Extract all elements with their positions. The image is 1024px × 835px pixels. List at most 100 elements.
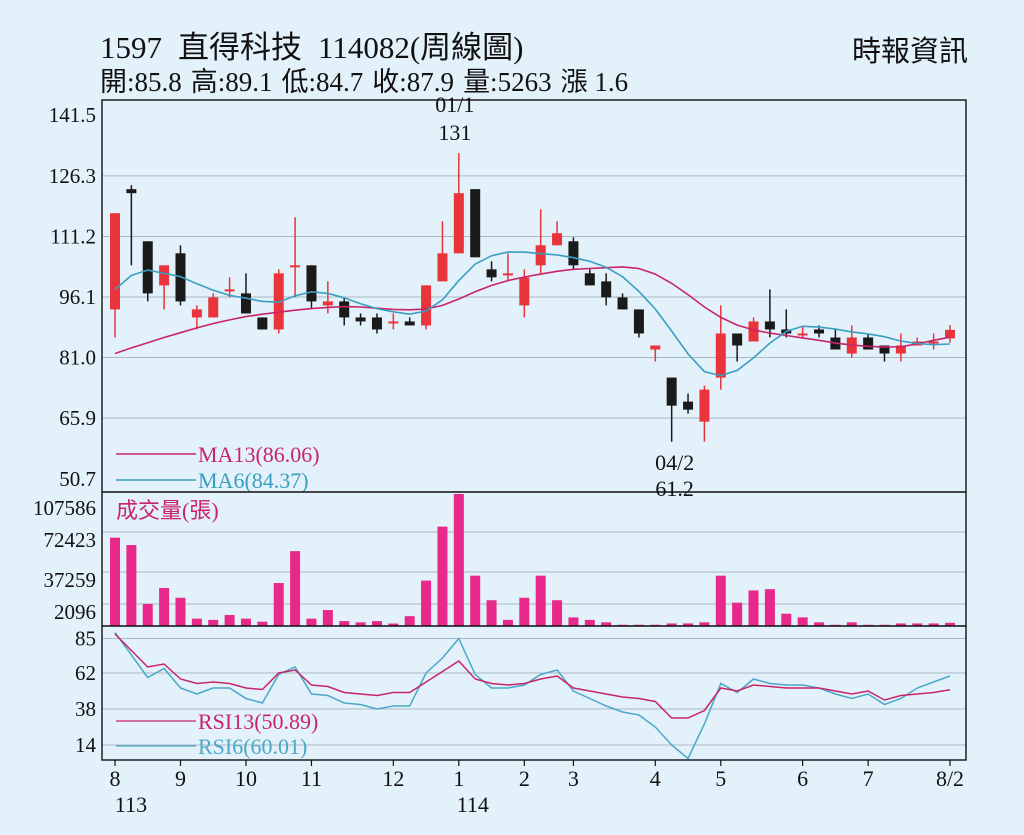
volume-bar <box>601 622 612 626</box>
close-value: 收:87.9 <box>372 67 455 97</box>
x-month-label: 8 <box>110 766 121 791</box>
rsi13-line <box>114 633 951 719</box>
candle-body <box>666 377 677 406</box>
candle-body <box>814 329 825 334</box>
candle-body <box>110 213 120 310</box>
candle-body <box>748 321 759 342</box>
volume-bar <box>519 597 530 626</box>
price-tick-label: 96.1 <box>59 285 96 309</box>
candle-body <box>945 329 955 339</box>
low-value: 低:84.7 <box>281 67 364 97</box>
volume-bar <box>683 623 694 626</box>
candle-body <box>732 333 743 346</box>
chart-frame <box>101 99 967 761</box>
candle-body <box>552 233 563 246</box>
candle-body <box>339 301 350 318</box>
candle-body <box>764 321 775 330</box>
volume-bar <box>142 603 153 626</box>
volume-bar <box>421 580 432 626</box>
volume-bar <box>486 600 497 626</box>
candle-body <box>568 241 579 266</box>
low-annotation-date: 04/2 <box>655 450 694 475</box>
candle-body <box>371 317 382 330</box>
x-year-label: 114 <box>457 792 489 817</box>
open-value: 開:85.8 <box>100 67 182 97</box>
volume-bar <box>584 619 595 626</box>
candle-body <box>486 269 497 278</box>
volume-bar <box>928 623 939 626</box>
volume-bar <box>666 623 677 626</box>
volume-bar <box>797 617 808 626</box>
volume-bar <box>404 616 415 626</box>
candle-body <box>715 333 726 378</box>
volume-bar <box>371 621 382 626</box>
source-label: 時報資訊 <box>851 36 968 68</box>
price-tick-label: 50.7 <box>59 467 96 491</box>
stock-code: 1597 <box>100 30 162 65</box>
stock-name: 直得科技 <box>178 30 302 65</box>
volume-title: 成交量(張) <box>116 498 219 523</box>
candle-body <box>126 189 137 194</box>
x-month-label: 4 <box>650 766 661 791</box>
volume-value: 量:5263 <box>463 67 552 97</box>
high-annotation-value: 131 <box>438 120 471 145</box>
volume-bar <box>437 526 448 626</box>
rsi-tick-label: 85 <box>75 627 96 651</box>
volume-bar <box>110 537 120 626</box>
candle-body <box>683 401 694 410</box>
chart-title: 1597 直得科技 114082(周線圖) <box>100 22 540 67</box>
candle-body <box>257 317 268 330</box>
volume-panel: 107586 72423 37259 2096 成交量(張) <box>33 494 966 626</box>
volume-bar <box>240 618 251 626</box>
x-month-label: 6 <box>797 766 808 791</box>
ma13-line <box>114 266 951 355</box>
x-month-label: 8/2 <box>936 766 964 791</box>
candle-body <box>895 345 906 354</box>
candle-body <box>421 285 432 326</box>
chart-border <box>101 99 967 761</box>
volume-bar <box>175 597 186 626</box>
volume-bar <box>453 494 464 626</box>
volume-tick-label: 37259 <box>44 568 97 592</box>
volume-bar <box>388 623 399 626</box>
price-tick-label: 81.0 <box>59 346 96 370</box>
change-value: 漲 1.6 <box>560 67 629 97</box>
candle-body <box>928 341 939 344</box>
volume-bar <box>290 551 301 626</box>
volume-bar <box>945 622 955 626</box>
volume-bar <box>257 621 268 626</box>
volume-bar <box>912 623 923 626</box>
volume-tick-label: 107586 <box>33 496 96 520</box>
volume-bar <box>699 622 710 626</box>
volume-bar <box>568 617 579 626</box>
x-month-label: 2 <box>519 766 530 791</box>
volume-bar <box>470 575 481 626</box>
candle-body <box>453 193 464 254</box>
x-month-label: 11 <box>301 766 322 791</box>
date-code: 114082(周線圖) <box>318 30 524 65</box>
rsi6-legend-label: RSI6(60.01) <box>198 734 307 759</box>
candle-body <box>502 273 513 276</box>
candle-body <box>208 297 219 318</box>
volume-bar <box>895 623 906 626</box>
candle-body <box>633 309 644 334</box>
price-tick-label: 65.9 <box>59 406 96 430</box>
volume-bar <box>273 583 284 626</box>
rsi13-legend-label: RSI13(50.89) <box>198 709 318 734</box>
x-month-label: 10 <box>235 766 257 791</box>
ma6-legend-label: MA6(84.37) <box>198 468 309 493</box>
volume-bar <box>814 622 825 626</box>
price-tick-label: 111.2 <box>50 224 96 248</box>
volume-bar <box>306 618 317 626</box>
rsi6-line <box>114 632 951 760</box>
rsi-tick-label: 38 <box>75 697 96 721</box>
x-month-label: 7 <box>863 766 874 791</box>
volume-bar <box>322 610 333 626</box>
candle-body <box>142 241 153 294</box>
candle-body <box>879 345 890 354</box>
volume-bar <box>126 545 137 626</box>
candle-body <box>355 317 366 322</box>
volume-bar <box>355 622 366 626</box>
